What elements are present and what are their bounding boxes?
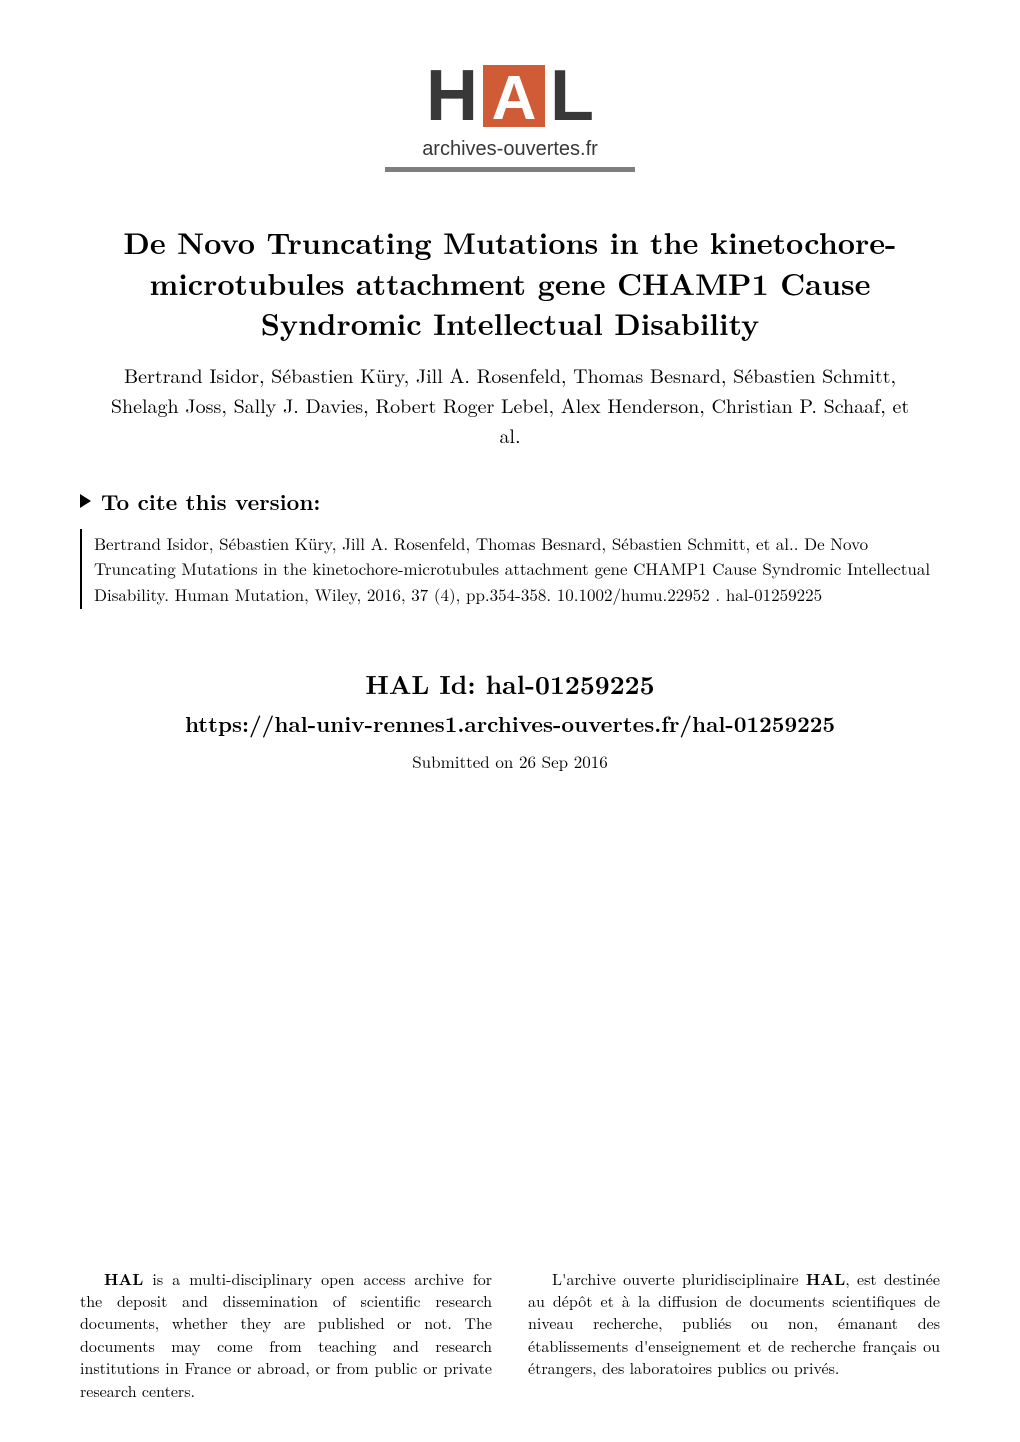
hal-url-line: https://hal-univ-rennes1.archives-ouvert… [80,708,940,739]
license-columns: HAL is a multi-disciplinary open access … [80,1268,940,1402]
cite-heading-text: To cite this version: [101,486,320,517]
hal-logo-subtitle: archives-ouvertes.fr [422,138,598,161]
license-col-left: HAL is a multi-disciplinary open access … [80,1268,492,1402]
hal-submitted-line: Submitted on 26 Sep 2016 [80,749,940,773]
hal-id-block: HAL Id: hal-01259225 https://hal-univ-re… [80,665,940,773]
hal-logo-letters: H A L [426,60,594,132]
license-right-before: L'archive ouverte pluridisciplinaire [552,1267,806,1290]
hal-logo-a-box: A [483,65,545,127]
cite-doi: 10.1002/humu.22952 [557,582,710,606]
license-right-strong: HAL [806,1267,845,1290]
paper-authors: Bertrand Isidor, Sébastien Küry, Jill A.… [80,360,940,450]
cite-halid: hal-01259225 [726,582,822,606]
hal-logo-l: L [550,60,594,132]
hal-logo-divider [385,167,635,172]
license-col-right: L'archive ouverte pluridisciplinaire HAL… [528,1268,940,1402]
hal-logo: H A L archives-ouvertes.fr [80,60,940,172]
hal-logo-h: H [426,60,478,132]
hal-id-line: HAL Id: hal-01259225 [80,665,940,702]
cite-text-2: . [710,582,726,606]
cite-arrow-icon [80,494,91,508]
cite-heading: To cite this version: [80,486,940,517]
cite-body: Bertrand Isidor, Sébastien Küry, Jill A.… [80,529,940,610]
license-left-strong: HAL [104,1267,143,1290]
paper-title: De Novo Truncating Mutations in the kine… [80,222,940,344]
hal-logo-a: A [492,71,537,127]
